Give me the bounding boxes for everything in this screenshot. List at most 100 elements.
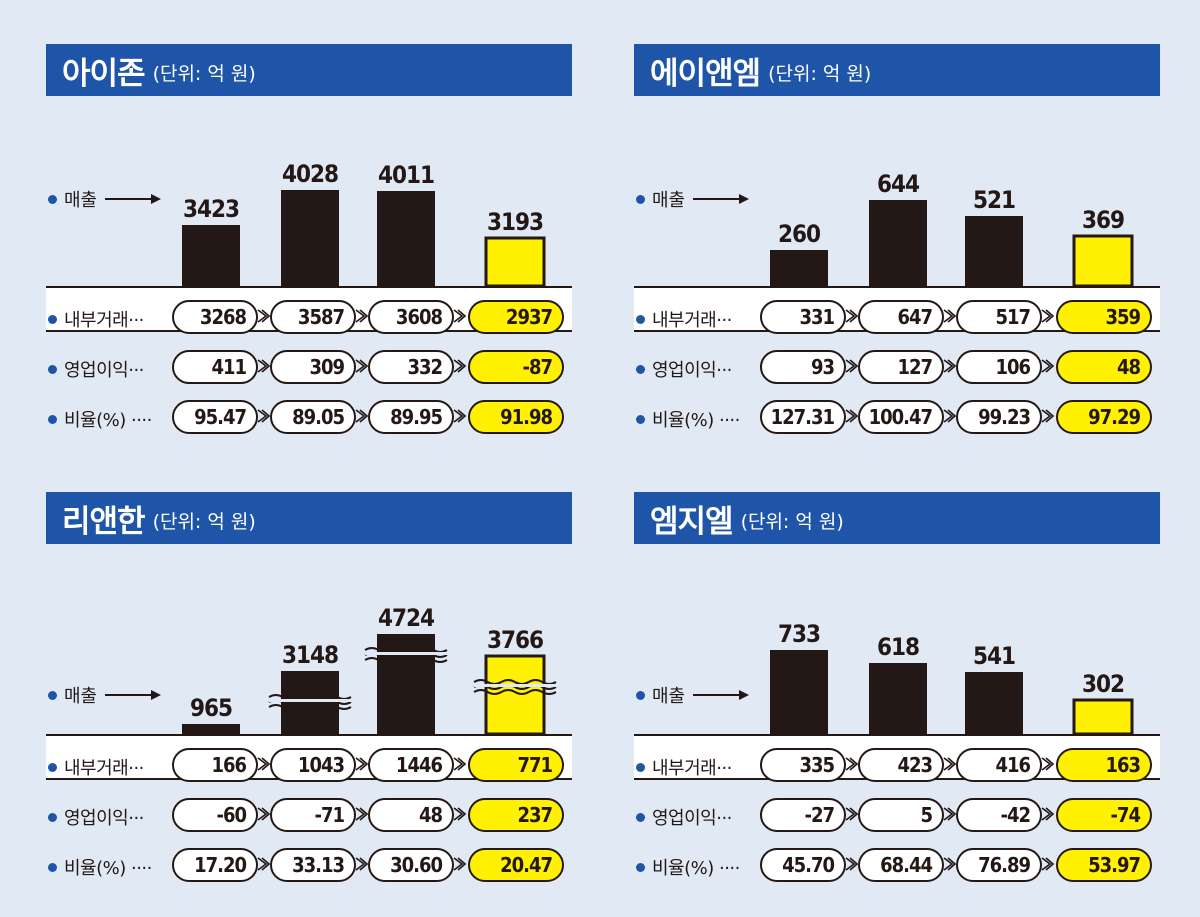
row-label: 영업이익···: [636, 356, 732, 382]
value-pill: 411: [172, 350, 258, 384]
value-pill: 48: [368, 798, 454, 832]
company-name: 에이앤엠: [650, 55, 761, 92]
chevron-right-icon: [257, 807, 270, 821]
bar-value-label: 369: [1082, 206, 1124, 234]
company-panel: 엠지엘(단위: 억 원)2014년2015년2016년2017년매출733618…: [634, 492, 1162, 902]
value-pill: 1043: [270, 748, 356, 782]
chevron-right-icon: [453, 757, 466, 771]
chevron-right-icon: [453, 409, 466, 423]
value-pill: 33.13: [270, 848, 356, 882]
value-pill: 166: [172, 748, 258, 782]
chevron-right-icon: [943, 857, 956, 871]
chevron-right-icon: [845, 309, 858, 323]
sales-row-label: 매출: [48, 186, 162, 212]
row-label-text: 내부거래···: [652, 310, 732, 331]
value-pill: 76.89: [956, 848, 1042, 882]
operating-profit-row: 영업이익··· -60 -71 48 237: [46, 796, 574, 836]
value-pill: -87: [468, 350, 564, 384]
sales-bar-chart: 3423 4028 4011 3193: [182, 160, 546, 288]
chevron-right-icon: [943, 409, 956, 423]
chevron-right-icon: [1041, 857, 1054, 871]
value-pill: 89.05: [270, 400, 356, 434]
value-pill: 3587: [270, 300, 356, 334]
chevron-right-icon: [845, 409, 858, 423]
value-pill: 17.20: [172, 848, 258, 882]
bar-value-label: 3148: [282, 641, 338, 669]
bullet-dot: [636, 314, 645, 324]
bullet-dot: [636, 762, 645, 772]
value-pill: 106: [956, 350, 1042, 384]
sales-bar-chart: 733 618 541 302: [770, 620, 1134, 736]
bullet-dot: [48, 314, 57, 324]
chevron-right-icon: [355, 757, 368, 771]
bullet-dot: [636, 690, 645, 700]
bullet-dot: [636, 364, 645, 374]
internal-trade-row: 내부거래··· 3268 3587 3608 2937: [46, 298, 574, 338]
value-pill: 332: [368, 350, 454, 384]
chevron-right-icon: [943, 757, 956, 771]
value-pill: 91.98: [468, 400, 564, 434]
arrow-icon: [693, 689, 750, 701]
panel-title-bar: 에이앤엠 (단위: 억 원): [634, 44, 1160, 96]
axis-break-mark: [268, 694, 352, 700]
bar: [377, 191, 435, 286]
sales-label-text: 매출: [652, 686, 686, 707]
value-pill: 331: [760, 300, 846, 334]
value-pill: 771: [468, 748, 564, 782]
bar-value-label: 965: [190, 694, 232, 722]
bar-value-label: 541: [973, 642, 1015, 670]
company-name: 리앤한: [62, 503, 146, 540]
axis-break-mark: [268, 704, 352, 710]
value-pill: 2937: [468, 300, 564, 334]
bar: [281, 190, 339, 286]
unit-label: (단위: 억 원): [768, 62, 872, 85]
unit-label: (단위: 억 원): [152, 62, 256, 85]
value-pill: -74: [1056, 798, 1152, 832]
bullet-dot: [48, 194, 57, 204]
bar-value-label: 4011: [378, 161, 434, 189]
row-label-text: 영업이익···: [652, 360, 732, 381]
chevron-right-icon: [453, 807, 466, 821]
row-label-text: 비율(%) ····: [64, 410, 152, 431]
value-pill: 89.95: [368, 400, 454, 434]
bar: [770, 250, 828, 286]
bar-value-label: 3766: [487, 626, 543, 654]
bar: [869, 663, 927, 734]
chevron-right-icon: [257, 757, 270, 771]
row-label: 영업이익···: [48, 804, 144, 830]
chevron-right-icon: [453, 359, 466, 373]
bullet-dot: [48, 364, 57, 374]
ratio-row: 비율(%) ···· 45.70 68.44 76.89 53.97: [634, 846, 1162, 886]
bullet-dot: [636, 812, 645, 822]
chevron-right-icon: [943, 359, 956, 373]
bar-value-label: 3193: [487, 208, 543, 236]
value-pill: 647: [858, 300, 944, 334]
axis-break-gap: [365, 652, 447, 655]
chevron-right-icon: [1041, 359, 1054, 373]
sales-bar-chart: 965 3148 4724 3766: [182, 604, 557, 736]
bar: [770, 650, 828, 734]
axis-break-gap: [269, 699, 351, 702]
row-label: 비율(%) ····: [48, 854, 152, 880]
bar-value-label: 644: [877, 170, 920, 198]
bar-highlight: [484, 236, 546, 288]
chevron-right-icon: [257, 309, 270, 323]
row-label-text: 내부거래···: [652, 758, 732, 779]
operating-profit-row: 영업이익··· 411 309 332 -87: [46, 348, 574, 388]
row-label-text: 비율(%) ····: [652, 858, 740, 879]
value-pill: -71: [270, 798, 356, 832]
internal-trade-row: 내부거래··· 331 647 517 359: [634, 298, 1162, 338]
value-pill: 99.23: [956, 400, 1042, 434]
row-label: 비율(%) ····: [636, 854, 740, 880]
bullet-dot: [48, 862, 57, 872]
axis-break-mark: [364, 657, 448, 663]
unit-label: (단위: 억 원): [152, 510, 256, 533]
bar-value-label: 4724: [378, 604, 435, 632]
value-pill: -60: [172, 798, 258, 832]
row-label: 내부거래···: [48, 306, 144, 332]
chevron-right-icon: [453, 309, 466, 323]
bar-value-label: 4028: [282, 160, 338, 188]
value-pill: 100.47: [858, 400, 944, 434]
value-pill: 3268: [172, 300, 258, 334]
chevron-right-icon: [453, 857, 466, 871]
